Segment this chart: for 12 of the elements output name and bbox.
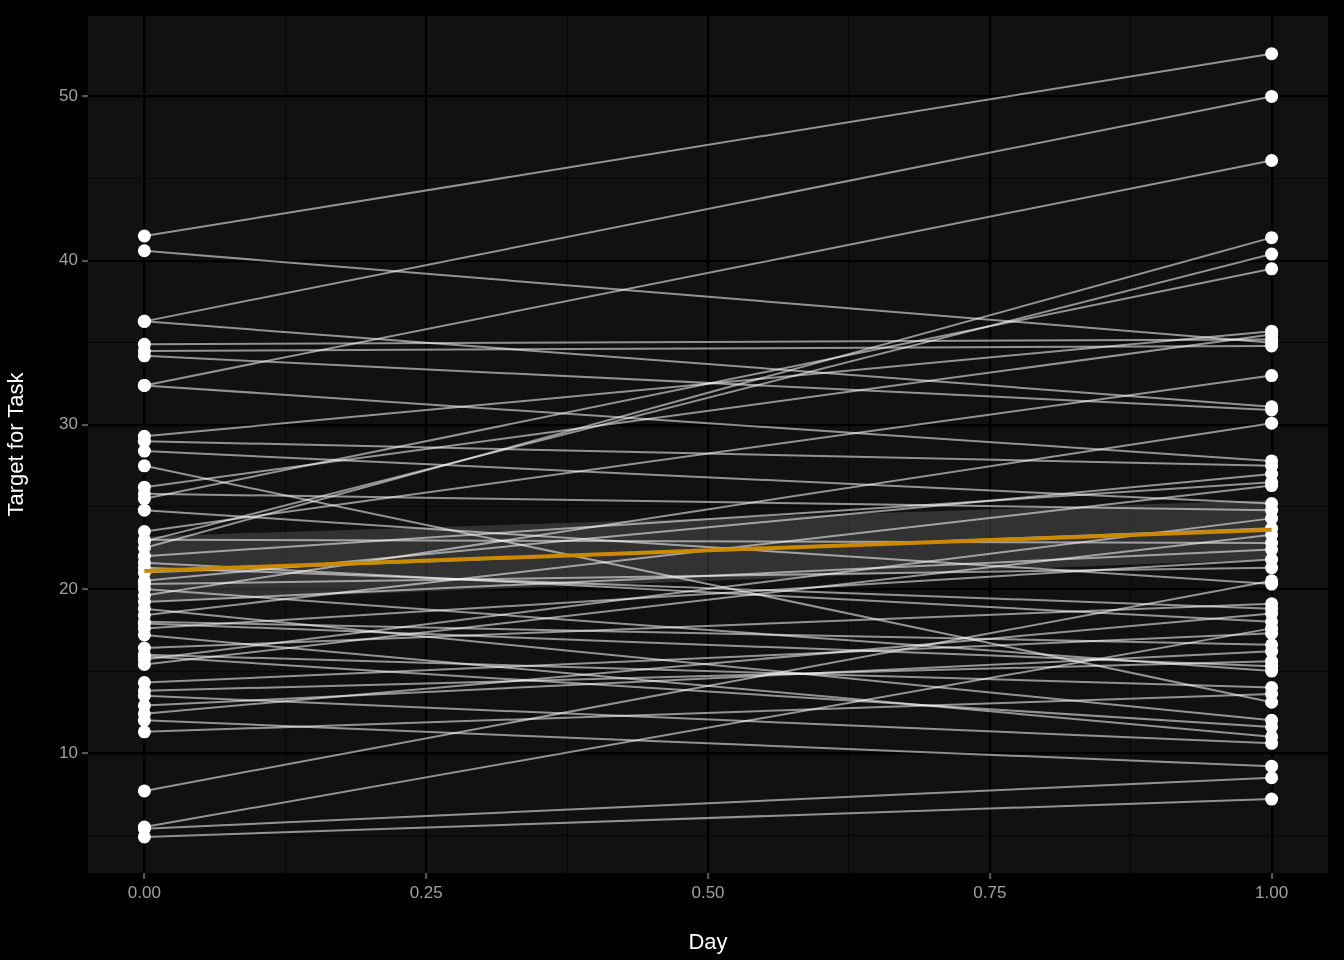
x-tick-label: 1.00 xyxy=(1255,882,1289,902)
x-tick-label: 0.25 xyxy=(409,882,443,902)
x-tick-label: 0.50 xyxy=(691,882,725,902)
y-tick-label: 20 xyxy=(59,578,78,598)
x-axis-title: Day xyxy=(688,928,728,954)
y-tick-label: 10 xyxy=(59,742,78,762)
x-tick-label: 0.75 xyxy=(973,882,1007,902)
x-tick-label: 0.00 xyxy=(127,882,161,902)
y-axis-title: Target for Task xyxy=(3,371,29,517)
y-tick-label: 30 xyxy=(59,414,78,434)
y-tick-label: 40 xyxy=(59,250,78,270)
y-tick-label: 50 xyxy=(59,86,78,106)
